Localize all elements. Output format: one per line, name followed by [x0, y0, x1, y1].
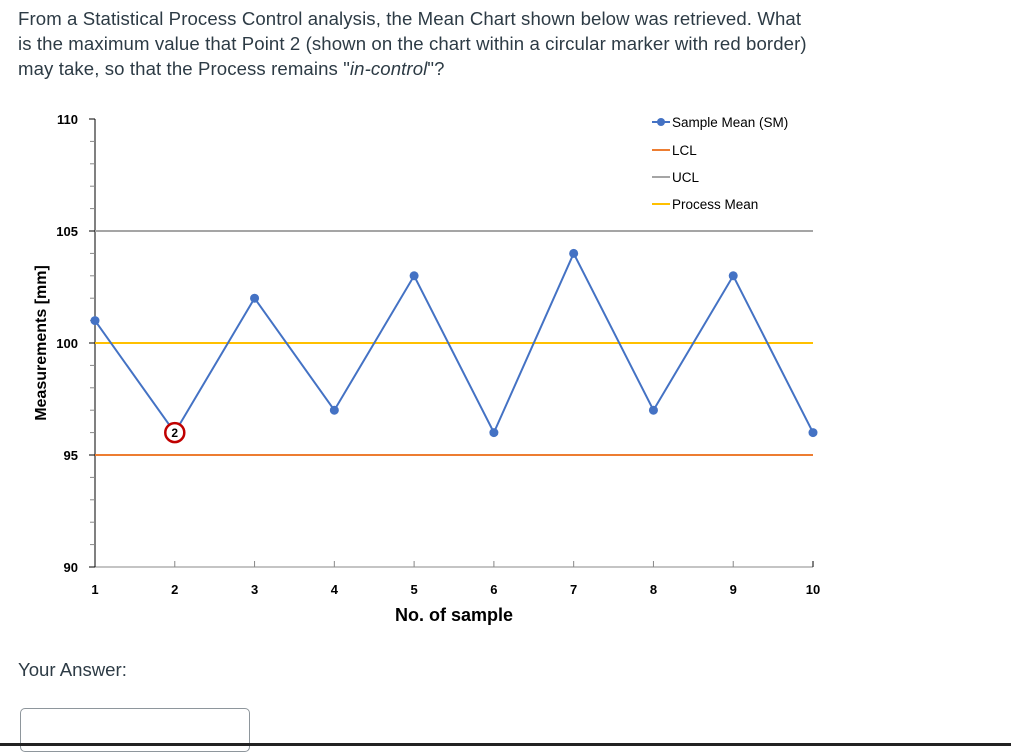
data-point: [90, 316, 100, 326]
data-point: [808, 428, 818, 438]
legend-label: Process Mean: [672, 197, 758, 212]
chart-axes: 90 95 100 105 110 Measurements [mm] 1 2 3 4 5 6 7 8 9 1…: [33, 112, 820, 625]
x-tick-label: 9: [730, 582, 737, 597]
question-text-main: From a Statistical Process Control analy…: [18, 8, 807, 79]
legend-marker-icon: [657, 118, 665, 126]
question-text: From a Statistical Process Control analy…: [18, 6, 818, 81]
x-tick-label: 7: [570, 582, 577, 597]
chart-lines: 2: [90, 230, 818, 456]
x-tick-label: 10: [806, 582, 820, 597]
highlight-marker-label: 2: [171, 426, 178, 440]
y-tick-label: 105: [56, 224, 78, 239]
question-text-italic: in-control: [349, 58, 428, 79]
x-tick-label: 3: [251, 582, 258, 597]
legend-label: UCL: [672, 170, 699, 185]
data-point: [250, 293, 260, 303]
data-point: [728, 271, 738, 281]
y-axis-label: Measurements [mm]: [33, 265, 50, 421]
series-sample-mean-sm: [94, 251, 814, 435]
bottom-border: [0, 743, 1011, 746]
y-tick-label: 95: [64, 448, 78, 463]
data-point: [648, 405, 658, 415]
x-tick-label: 4: [331, 582, 339, 597]
highlight-marker-icon: [164, 421, 186, 444]
data-point: [329, 405, 339, 415]
x-tick-label: 5: [410, 582, 417, 597]
question-text-end: "?: [427, 58, 445, 79]
x-tick-label: 1: [91, 582, 98, 597]
chart-legend: Sample Mean (SM) LCL UCL Process Mean: [652, 115, 788, 212]
data-point: [569, 248, 579, 258]
legend-label: Sample Mean (SM): [672, 115, 788, 130]
y-tick-label: 100: [56, 336, 78, 351]
data-point: [409, 271, 419, 281]
x-tick-label: 8: [650, 582, 657, 597]
x-tick-label: 6: [490, 582, 497, 597]
legend-label: LCL: [672, 143, 697, 158]
data-point: [489, 428, 499, 438]
x-tick-label: 2: [171, 582, 178, 597]
y-tick-label: 110: [57, 112, 78, 127]
x-axis-label: No. of sample: [395, 605, 513, 625]
answer-label: Your Answer:: [18, 659, 127, 680]
y-tick-label: 90: [64, 560, 78, 575]
mean-chart: 90 95 100 105 110 Measurements [mm] 1 2 3 4 5 6 7 8 9 1…: [33, 112, 820, 625]
